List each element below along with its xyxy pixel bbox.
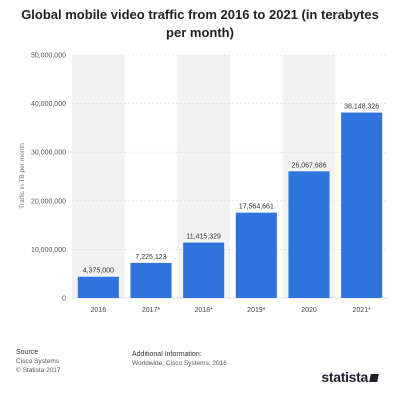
- chart-title: Global mobile video traffic from 2016 to…: [21, 7, 379, 40]
- source-label: Source: [16, 349, 39, 356]
- y-tick-label: 10,000,000: [31, 247, 66, 254]
- y-tick-label: 50,000,000: [31, 53, 66, 60]
- bar: [183, 242, 225, 298]
- x-tick-label: 2016: [91, 307, 107, 314]
- value-label: 26,067,686: [291, 162, 326, 169]
- value-label: 4,375,000: [83, 268, 114, 275]
- value-labels: 4,375,000 7,225,123 11,415,329 17,564,661 26…: [83, 104, 380, 275]
- bar: [235, 212, 277, 298]
- x-axis-labels: 2016 2017* 2018* 2019* 2020 2021*: [91, 307, 372, 314]
- bar-chart: 0 10,000,000 20,000,000 30,000,000 40,000,00…: [19, 53, 388, 314]
- x-tick-label: 2017*: [142, 307, 161, 314]
- gridlines: [72, 54, 388, 299]
- logo-text: statista: [321, 369, 368, 385]
- x-tick-label: 2018*: [195, 307, 214, 314]
- bar: [288, 171, 330, 298]
- value-label: 17,564,661: [239, 204, 274, 211]
- bar: [341, 112, 383, 298]
- source-block: Source Cisco Systems © Statista 2017: [16, 348, 61, 375]
- y-axis-label: Traffic in TB per month: [19, 143, 26, 209]
- x-tick-label: 2019*: [247, 307, 266, 314]
- y-tick-label: 40,000,000: [31, 101, 66, 108]
- y-axis-ticks: 0 10,000,000 20,000,000 30,000,000 40,000,00…: [31, 53, 66, 303]
- additional-info-block: Additional Information: Worldwide; Cisco…: [132, 350, 227, 368]
- column-band: [72, 55, 125, 298]
- source-line-1: Cisco Systems: [16, 358, 59, 365]
- source-line-2: © Statista 2017: [16, 367, 61, 374]
- y-tick-label: 20,000,000: [31, 198, 66, 205]
- additional-info-label: Additional Information:: [132, 351, 202, 358]
- additional-info-text: Worldwide; Cisco Systems; 2016: [132, 360, 227, 367]
- logo-mark-icon: [369, 374, 379, 383]
- bars: [77, 112, 383, 298]
- bar: [130, 262, 172, 298]
- bar: [77, 276, 119, 298]
- x-tick-label: 2020: [301, 307, 317, 314]
- statista-logo[interactable]: statista: [321, 369, 379, 385]
- value-label: 7,225,123: [135, 254, 166, 261]
- y-tick-label: 0: [62, 296, 66, 303]
- value-label: 38,148,326: [344, 104, 379, 111]
- y-tick-label: 30,000,000: [31, 150, 66, 157]
- value-label: 11,415,329: [186, 234, 221, 241]
- x-tick-label: 2021*: [353, 307, 372, 314]
